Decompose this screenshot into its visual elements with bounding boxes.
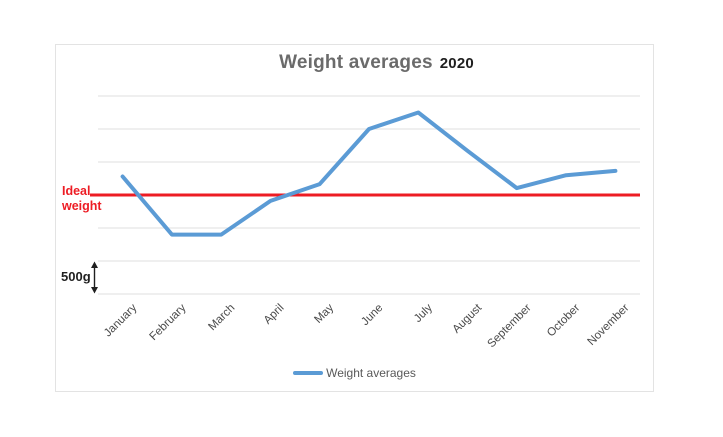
plot-svg-container bbox=[56, 45, 653, 391]
legend-line-swatch bbox=[293, 371, 324, 375]
chart-title-year: 2020 bbox=[439, 55, 474, 72]
ideal-weight-label-line1: Ideal bbox=[62, 184, 91, 198]
ideal-weight-label: Ideal weight bbox=[62, 184, 102, 214]
legend-label: Weight averages bbox=[326, 366, 416, 380]
line-chart-canvas bbox=[90, 95, 640, 295]
chart-frame: Weight averages 2020 Ideal weight 500g Ja… bbox=[55, 44, 654, 392]
chart-title-text: Weight averages bbox=[279, 52, 433, 73]
chart-title: Weight averages 2020 bbox=[56, 52, 653, 74]
legend: Weight averages bbox=[56, 366, 653, 380]
ideal-weight-label-line2: weight bbox=[62, 199, 102, 213]
scale-label: 500g bbox=[61, 269, 91, 284]
